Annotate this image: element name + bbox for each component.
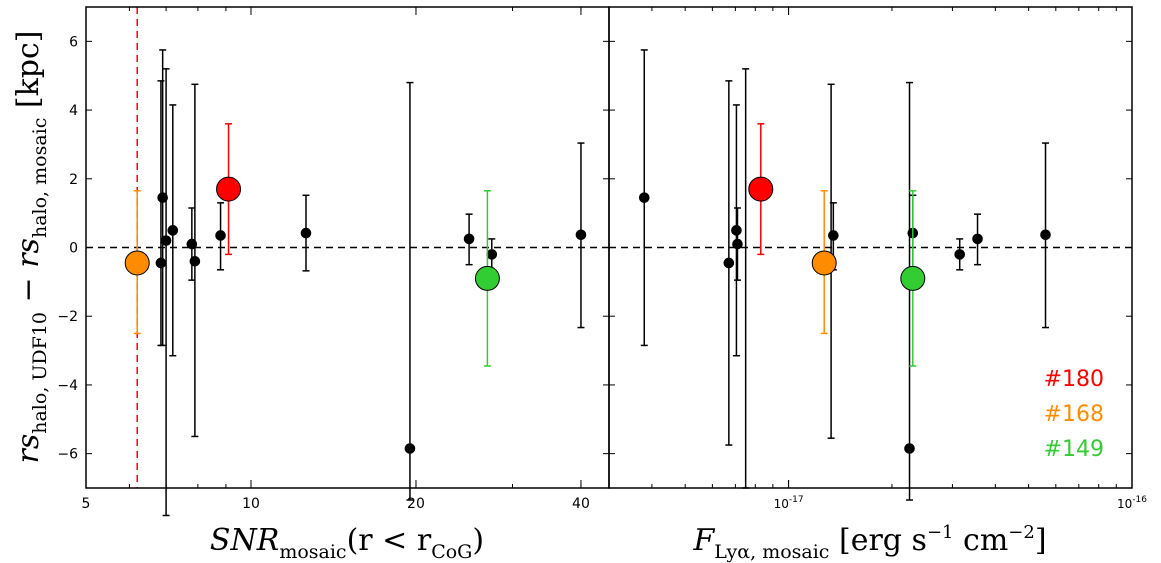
data-point [575,142,587,329]
marker [723,257,735,269]
data-point-168 [124,190,150,335]
marker [167,225,179,236]
data-point [463,213,475,266]
marker [300,227,312,239]
y-tick-label: 6 [69,34,78,50]
data-point [904,81,915,501]
y-tick-label: 4 [69,103,78,119]
y-tick-label: −2 [57,309,78,325]
marker [811,250,837,276]
marker [900,265,926,291]
marker [575,229,587,241]
data-point [731,104,742,357]
marker [732,238,743,250]
panel-right-flux: 10-17 10-16 #180 #168 #149 [608,6,1147,511]
data-point [486,238,498,271]
data-point [404,81,416,501]
marker [157,192,168,203]
x-tick-label: 10-17 [774,495,804,511]
marker [189,255,201,267]
data-point-168 [811,190,837,335]
data-point [160,68,172,517]
marker [486,249,498,260]
data-point [215,202,226,271]
x-tick-label: 40 [572,496,590,512]
x-tick-label: 10 [242,496,260,512]
svg-text:SNRmosaic(r < rCoG): SNRmosaic(r < rCoG) [210,523,484,563]
data-point [300,194,312,272]
y-tick-label: −6 [57,447,78,463]
x-tick-label: 5 [82,496,91,512]
marker [215,230,226,241]
y-tick-label: 0 [69,241,78,257]
y-axis-label: rshalo, UDF10 − rshalo, mosaic [kpc] [11,30,51,463]
x-tick-label: 10-16 [1117,495,1147,511]
legend-item-149: #149 [1044,437,1104,462]
x-axis-label-left: SNRmosaic(r < rCoG) [210,523,484,563]
axes-frame [608,6,1133,489]
marker [731,225,742,236]
marker [404,443,416,454]
data-point [954,238,966,271]
marker [463,233,475,245]
marker [160,235,172,246]
data-point [723,80,735,446]
marker [748,176,774,202]
data-point [972,213,983,266]
data-point [167,104,179,357]
legend-item-180: #180 [1044,367,1104,392]
data-point-149 [900,190,926,367]
data-point [742,68,750,489]
svg-text:FLyα, mosaic [erg s−1 cm−2]: FLyα, mosaic [erg s−1 cm−2] [692,522,1046,563]
marker [474,265,500,291]
legend-item-168: #168 [1044,402,1104,427]
data-point [1040,142,1051,329]
data-point [157,49,168,347]
data-point [732,207,743,281]
data-point [189,83,201,438]
svg-text:rshalo, UDF10 − rshalo, mosaic: rshalo, UDF10 − rshalo, mosaic [kpc] [11,30,51,463]
data-point [155,80,167,347]
marker [155,257,167,269]
marker [216,176,242,202]
y-tick-label: −4 [57,378,78,394]
x-axis-label-right: FLyα, mosaic [erg s−1 cm−2] [692,522,1046,563]
marker [904,443,915,454]
marker [1040,229,1051,241]
data-point-180 [748,123,774,256]
marker [828,230,839,241]
marker [124,250,150,276]
marker [638,192,650,203]
y-tick-label: 2 [69,172,78,188]
data-point-180 [216,123,242,256]
marker [954,249,966,260]
data-point [638,49,650,347]
marker [972,233,983,245]
data-point-149 [474,190,500,367]
